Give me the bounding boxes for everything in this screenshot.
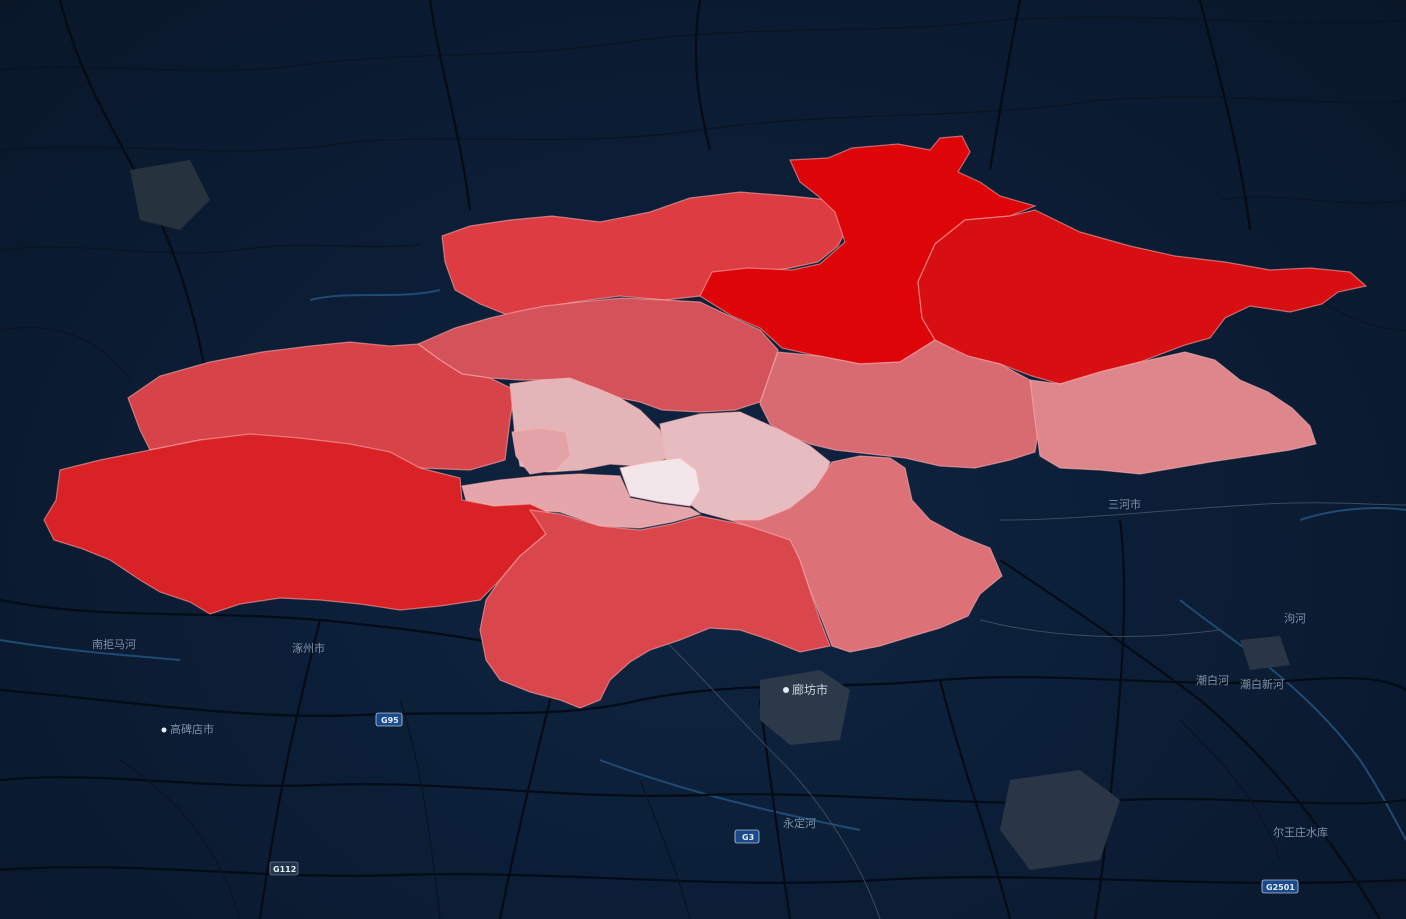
district-shijingshan[interactable] bbox=[511, 427, 571, 475]
langfang-urban bbox=[760, 670, 850, 745]
highway-shield-g3: G3 bbox=[734, 829, 760, 844]
sanhe-label[interactable]: 三河市 bbox=[1108, 497, 1141, 511]
svg-text:G2501: G2501 bbox=[1266, 883, 1295, 892]
highway-shield-g95: G95 bbox=[375, 712, 403, 727]
gou-river-label: 泃河 bbox=[1284, 612, 1306, 625]
highway-layer: G95 G3 G112 G2501 bbox=[269, 712, 1299, 894]
svg-text:G3: G3 bbox=[742, 833, 754, 842]
yongding-river-label: 永定河 bbox=[783, 816, 816, 830]
chaobai-river-label: 潮白河 bbox=[1196, 673, 1229, 687]
tianjin-urban bbox=[1000, 770, 1120, 870]
zhuozhou-label[interactable]: 涿州市 bbox=[292, 641, 325, 655]
label-layer: 廊坊市 永定河 潮白河 潮白新河 泃河 南拒马河 高碑店市 涿州市 尔王庄水库 … bbox=[92, 497, 1328, 839]
district-fangshan[interactable] bbox=[43, 433, 553, 615]
zhangjiakou-urban bbox=[130, 160, 210, 230]
gaobeidian-label[interactable]: 高碑店市 bbox=[170, 722, 214, 736]
district-pinggu[interactable] bbox=[1029, 351, 1317, 475]
river-layer bbox=[0, 289, 1406, 841]
urban-layer bbox=[130, 160, 1290, 870]
baodi-urban bbox=[1240, 636, 1290, 670]
nanjuma-river-label: 南拒马河 bbox=[92, 638, 136, 651]
district-core[interactable] bbox=[619, 457, 701, 507]
highway-shield-g112: G112 bbox=[269, 861, 299, 876]
erwangzhuang-label: 尔王庄水库 bbox=[1273, 825, 1328, 839]
beijing-districts bbox=[43, 135, 1368, 722]
langfang-marker bbox=[783, 687, 789, 693]
svg-text:G95: G95 bbox=[381, 716, 399, 725]
gaobeidian-marker bbox=[161, 727, 167, 733]
highway-shield-g2501: G2501 bbox=[1261, 879, 1299, 894]
district-tongzhou[interactable] bbox=[729, 455, 1003, 653]
chaobai-new-river-label: 潮白新河 bbox=[1240, 677, 1284, 691]
langfang-label[interactable]: 廊坊市 bbox=[792, 682, 828, 697]
district-daxing[interactable] bbox=[479, 509, 831, 709]
svg-text:G112: G112 bbox=[273, 865, 296, 874]
district-miyun[interactable] bbox=[917, 209, 1368, 385]
